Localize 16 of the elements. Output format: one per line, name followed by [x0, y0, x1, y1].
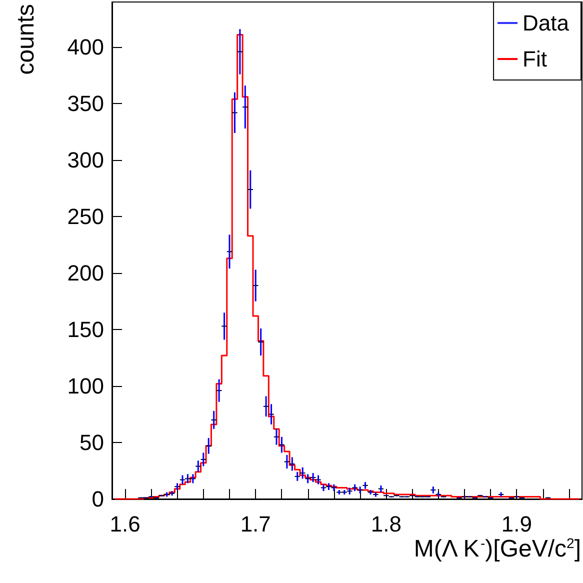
- y-tick-label: 100: [67, 374, 104, 399]
- y-tick-label: 200: [67, 260, 104, 286]
- y-tick-label: 50: [80, 430, 104, 456]
- legend-label: Data: [522, 10, 570, 36]
- x-tick-label: 1.7: [240, 512, 271, 536]
- y-tick-label: 300: [67, 148, 104, 173]
- x-tick-label: 1.8: [370, 512, 402, 536]
- y-tick-label: 0: [92, 486, 104, 512]
- legend-label: Fit: [522, 46, 547, 72]
- y-axis-title: counts: [12, 4, 40, 75]
- y-tick-label: 400: [67, 34, 104, 60]
- y-tick-label: 250: [67, 204, 104, 230]
- x-tick-label: 1.6: [110, 512, 140, 536]
- x-tick-label: 1.9: [501, 512, 532, 536]
- y-tick-label: 150: [67, 317, 104, 342]
- y-tick-label: 350: [67, 91, 104, 116]
